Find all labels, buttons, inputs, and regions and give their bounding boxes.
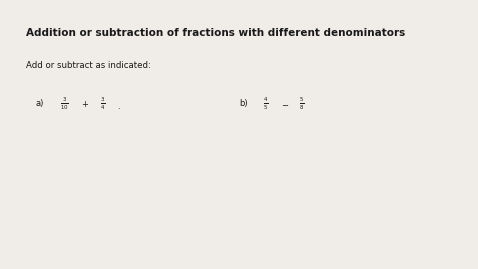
Text: $\frac{5}{8}$: $\frac{5}{8}$ [299, 95, 305, 112]
Text: b): b) [239, 99, 248, 108]
Text: $\frac{3}{10}$: $\frac{3}{10}$ [60, 95, 69, 112]
Text: Addition or subtraction of fractions with different denominators: Addition or subtraction of fractions wit… [26, 28, 405, 38]
Text: $\frac{4}{5}$: $\frac{4}{5}$ [262, 95, 268, 112]
Text: Add or subtract as indicated:: Add or subtract as indicated: [26, 61, 151, 69]
Text: $\frac{3}{4}$: $\frac{3}{4}$ [100, 95, 106, 112]
Text: $+$: $+$ [81, 98, 89, 109]
Text: .: . [117, 102, 120, 111]
Text: $-$: $-$ [282, 99, 289, 108]
Text: a): a) [36, 99, 44, 108]
